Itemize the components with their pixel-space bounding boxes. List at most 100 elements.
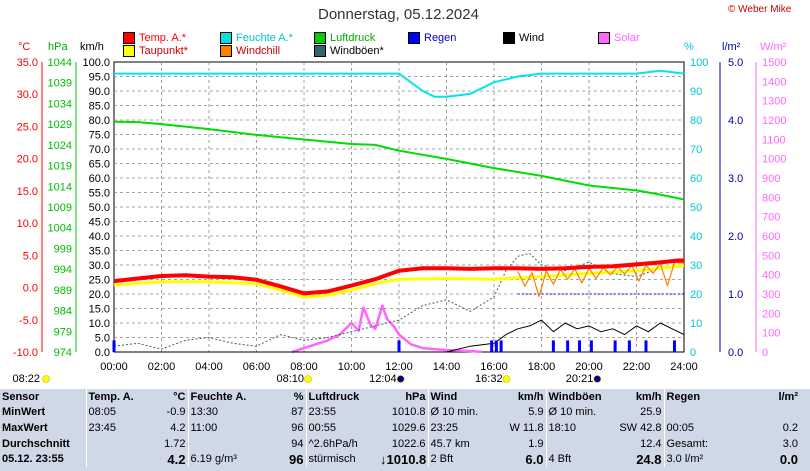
axes: 00:00 02:00 04:00 06:00 08:00 10:00 12:00 14:00… — [13, 41, 787, 373]
wind-axis-tick: 45.0 — [89, 217, 110, 229]
row-label: 05.12. 23:55 — [2, 453, 64, 466]
table-cell: 96 — [289, 451, 304, 467]
table-cell: 2 Bft — [427, 451, 496, 467]
solar-axis-tick: 800 — [762, 192, 780, 204]
table-cell — [85, 451, 144, 467]
legend-chill: Windchill — [220, 45, 280, 57]
table-cell: Ø 10 min. — [545, 404, 614, 421]
rain-bar — [589, 340, 593, 352]
wind-axis-tick: 40.0 — [89, 231, 110, 243]
press-axis-tick: 1014 — [48, 181, 72, 193]
temp-axis-tick: 20.0 — [17, 154, 38, 166]
hum-axis-tick: 30 — [690, 260, 702, 272]
solar-axis-tick: 200 — [762, 308, 780, 320]
th-wind-unit: km/h — [517, 390, 544, 403]
rain-axis-tick: 0.0 — [728, 347, 743, 359]
sun-marker-icon — [502, 375, 511, 383]
solar-axis-tick: 600 — [762, 231, 780, 243]
table-cell: 5.9 — [528, 406, 544, 419]
rain-axis-tick: 4.0 — [728, 115, 743, 127]
rain-bar — [490, 340, 494, 352]
wind-axis-tick: 30.0 — [89, 260, 110, 272]
legend-temp: Temp. A.* — [123, 32, 186, 44]
hum-axis-tick: 40 — [690, 231, 702, 243]
wind-axis-tick: 90.0 — [89, 86, 110, 98]
wind-axis-tick: 95.0 — [89, 72, 110, 84]
table-cell — [663, 404, 730, 421]
legend-swatch-gust — [314, 45, 326, 57]
press-axis-tick: 1009 — [48, 202, 72, 214]
table-cell: 00:55 — [305, 420, 378, 436]
x-tick-label: 24:00 — [670, 361, 698, 373]
time-marker-label: 12:04 — [369, 373, 397, 385]
table-cell: W 11.8 — [509, 421, 544, 434]
series-line-windben — [113, 252, 685, 350]
time-marker-label: 20:21 — [566, 373, 594, 385]
table-cell: 23:55 — [305, 404, 378, 421]
series-marks — [112, 69, 685, 354]
solar-axis-tick: 100 — [762, 328, 780, 340]
rain-bar — [397, 340, 401, 352]
table-cell: Ø 10 min. — [427, 404, 496, 421]
th-hum: Feuchte A. — [187, 389, 262, 405]
press-axis-tick: 974 — [54, 347, 72, 359]
row-label: Durchschnitt — [2, 437, 70, 450]
solar-axis-tick: 1500 — [762, 57, 786, 69]
wind-axis-tick: 70.0 — [89, 144, 110, 156]
th-press-unit: hPa — [405, 390, 426, 403]
table-cell: 4.2 — [170, 421, 186, 434]
temp-axis-tick: -5.0 — [19, 315, 38, 327]
th-rain: Regen — [663, 389, 730, 405]
series-line-windchill — [517, 261, 685, 298]
x-tick-label: 16:00 — [480, 361, 508, 373]
rain-unit-label: l/m² — [722, 41, 741, 53]
solar-axis-tick: 1400 — [762, 76, 786, 88]
rain-axis-tick: 3.0 — [728, 173, 743, 185]
x-tick-label: 14:00 — [433, 361, 461, 373]
press-axis-tick: 979 — [54, 326, 72, 338]
rain-bar — [627, 340, 631, 352]
wind-axis-tick: 20.0 — [89, 289, 110, 301]
rain-bar — [578, 340, 581, 352]
th-press: Luftdruck — [305, 389, 378, 405]
press-axis-tick: 1004 — [48, 223, 72, 235]
wind-axis-tick: 15.0 — [89, 304, 110, 316]
solar-axis-tick: 1300 — [762, 96, 786, 108]
legend-rain: Regen — [408, 32, 456, 44]
time-markers: 08:22 08:10 12:04 16:32 20:21 — [12, 373, 602, 385]
x-tick-label: 02:00 — [148, 361, 176, 373]
legend-label-temp: Temp. A.* — [139, 32, 187, 44]
solar-axis-tick: 1100 — [762, 134, 786, 146]
table-cell: 4.2 — [167, 451, 186, 467]
legend-swatch-hum — [220, 32, 232, 44]
table-cell: 0.0 — [779, 451, 798, 467]
series-line-luftdruck — [113, 120, 685, 201]
x-tick-label: 22:00 — [623, 361, 651, 373]
hum-axis-tick: 80 — [690, 115, 702, 127]
hum-axis-tick: 20 — [690, 289, 702, 301]
legend-swatch-dew — [123, 45, 135, 57]
legend-gust: Windböen* — [314, 45, 384, 57]
th-gust-unit: km/h — [635, 390, 662, 403]
temp-axis-tick: 10.0 — [17, 218, 38, 230]
legend-swatch-wind — [503, 32, 515, 44]
table-cell: ^2.6hPa/h — [305, 435, 378, 452]
hum-axis-tick: 60 — [690, 173, 702, 185]
x-tick-label: 20:00 — [575, 361, 603, 373]
th-temp: Temp. A. — [85, 389, 144, 405]
temp-axis-tick: 35.0 — [17, 57, 38, 69]
series-line-tempa — [113, 258, 684, 296]
rain-bar — [112, 340, 116, 352]
table-cell — [730, 405, 800, 421]
time-marker-label: 08:22 — [12, 373, 40, 385]
legend-label-chill: Windchill — [236, 45, 281, 57]
hum-axis-tick: 90 — [690, 86, 702, 98]
table-cell: SW 42.8 — [619, 421, 662, 434]
press-axis-tick: 994 — [54, 264, 72, 276]
table-cell: Gesamt: — [663, 435, 730, 452]
solar-axis-tick: 300 — [762, 289, 780, 301]
solar-axis-tick: 400 — [762, 270, 780, 282]
wind-axis-tick: 50.0 — [89, 202, 110, 214]
series-line-wind — [114, 319, 685, 353]
rain-bar — [494, 340, 498, 352]
